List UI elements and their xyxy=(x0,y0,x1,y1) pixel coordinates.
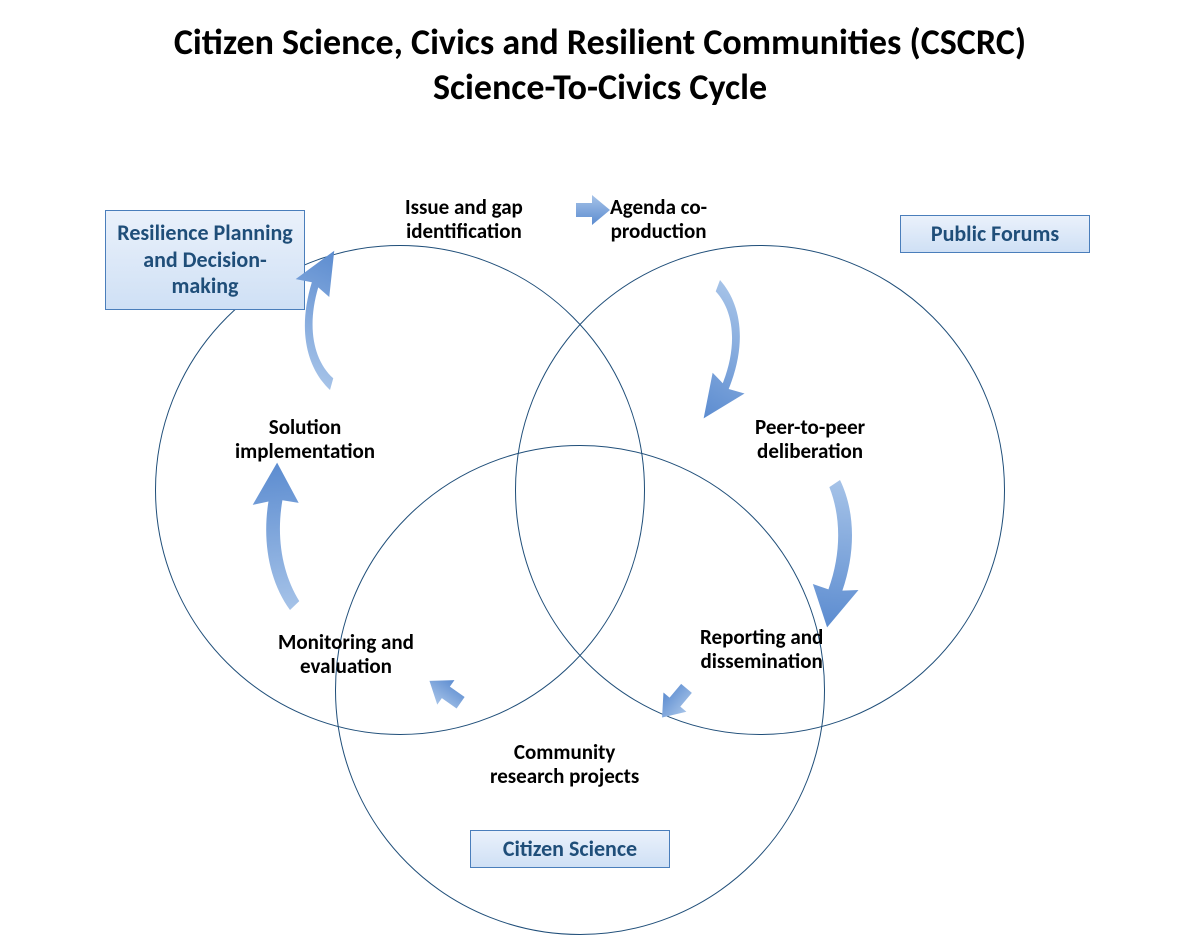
arrow-reporting-community xyxy=(651,679,698,727)
arrow-agenda-peer xyxy=(656,280,788,430)
page-title: Citizen Science, Civics and Resilient Co… xyxy=(0,0,1200,110)
title-line1: Citizen Science, Civics and Resilient Co… xyxy=(0,20,1200,65)
arrow-top xyxy=(576,195,610,225)
arrow-monitoring-solution xyxy=(249,461,308,612)
arrow-community-monitoring xyxy=(421,669,469,715)
arrow-solution-issue xyxy=(259,241,384,390)
venn-diagram: Resilience Planning and Decision-making … xyxy=(0,140,1200,934)
cycle-arrows xyxy=(0,140,1200,934)
arrow-peer-reporting xyxy=(809,478,868,629)
title-line2: Science-To-Civics Cycle xyxy=(0,65,1200,110)
